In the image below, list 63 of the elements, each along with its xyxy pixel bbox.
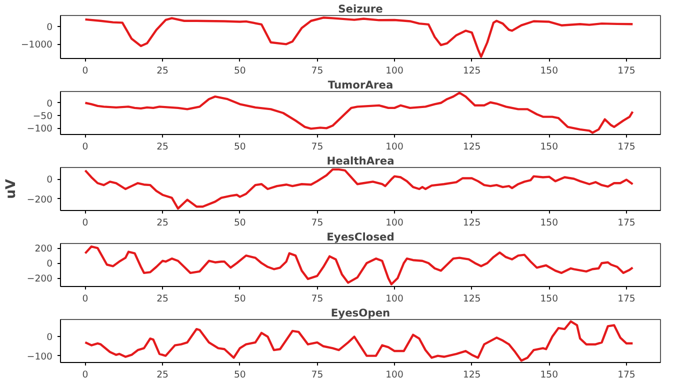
x-tick-label: 50 bbox=[234, 218, 246, 228]
x-tick-label: 75 bbox=[311, 218, 324, 228]
y-tick-label: −1000 bbox=[20, 40, 53, 51]
x-tick-label: 100 bbox=[386, 66, 404, 76]
y-tick-label: −200 bbox=[26, 194, 53, 206]
x-tick-label: 0 bbox=[82, 66, 88, 76]
x-tick-label: 125 bbox=[462, 142, 481, 152]
x-tick-label: 175 bbox=[618, 370, 636, 380]
x-tick-label: 75 bbox=[311, 66, 324, 76]
chart-title: EyesClosed bbox=[326, 230, 394, 244]
x-tick-label: 0 bbox=[82, 294, 88, 304]
x-tick-label: 125 bbox=[462, 370, 481, 380]
x-tick-label: 25 bbox=[156, 142, 169, 152]
y-tick-label: 0 bbox=[46, 22, 53, 33]
x-tick-label: 100 bbox=[386, 294, 404, 304]
x-tick-label: 75 bbox=[311, 370, 324, 380]
chart-title: EyesOpen bbox=[330, 306, 390, 320]
x-tick-label: 100 bbox=[386, 218, 404, 228]
x-tick-label: 150 bbox=[540, 294, 558, 304]
x-tick-label: 75 bbox=[311, 142, 324, 152]
y-axis-title: uV bbox=[4, 178, 19, 199]
x-tick-label: 0 bbox=[82, 370, 88, 380]
chart-title: TumorArea bbox=[328, 78, 394, 92]
x-tick-label: 25 bbox=[156, 294, 169, 304]
x-tick-label: 175 bbox=[618, 66, 636, 76]
x-tick-label: 175 bbox=[618, 294, 636, 304]
x-tick-label: 125 bbox=[462, 66, 481, 76]
y-tick-label: −200 bbox=[26, 274, 53, 285]
line-series bbox=[84, 245, 634, 286]
x-tick-label: 50 bbox=[234, 294, 246, 304]
line-series bbox=[84, 16, 634, 58]
y-tick-label: 200 bbox=[34, 244, 53, 255]
x-tick-label: 50 bbox=[234, 66, 246, 76]
line-series bbox=[84, 168, 634, 210]
x-tick-label: 100 bbox=[386, 370, 404, 380]
y-tick-label: 0 bbox=[46, 174, 53, 186]
x-tick-label: 125 bbox=[462, 218, 481, 228]
x-tick-label: 125 bbox=[462, 294, 481, 304]
x-tick-label: 175 bbox=[618, 218, 636, 228]
y-tick-label: −50 bbox=[32, 111, 53, 122]
x-tick-label: 150 bbox=[540, 142, 558, 152]
x-tick-label: 0 bbox=[82, 218, 88, 228]
y-tick-label: −100 bbox=[26, 351, 53, 362]
x-tick-label: 175 bbox=[618, 142, 636, 152]
x-tick-label: 25 bbox=[156, 370, 169, 380]
y-tick-label: 0 bbox=[46, 332, 53, 344]
y-tick-label: 0 bbox=[46, 258, 53, 270]
chart-title: HealthArea bbox=[326, 154, 394, 168]
x-tick-label: 50 bbox=[234, 142, 246, 152]
x-tick-label: 25 bbox=[156, 218, 169, 228]
x-tick-label: 150 bbox=[540, 370, 558, 380]
x-tick-label: 0 bbox=[82, 142, 88, 152]
y-tick-label: 0 bbox=[46, 98, 53, 110]
line-series bbox=[84, 320, 634, 362]
x-tick-label: 100 bbox=[386, 142, 404, 152]
line-series bbox=[84, 92, 634, 134]
x-tick-label: 150 bbox=[540, 66, 558, 76]
x-tick-label: 75 bbox=[311, 294, 324, 304]
chart-title: Seizure bbox=[338, 2, 383, 16]
x-tick-label: 50 bbox=[234, 370, 246, 380]
x-tick-label: 150 bbox=[540, 218, 558, 228]
x-tick-label: 25 bbox=[156, 66, 169, 76]
y-tick-label: −100 bbox=[26, 124, 53, 135]
